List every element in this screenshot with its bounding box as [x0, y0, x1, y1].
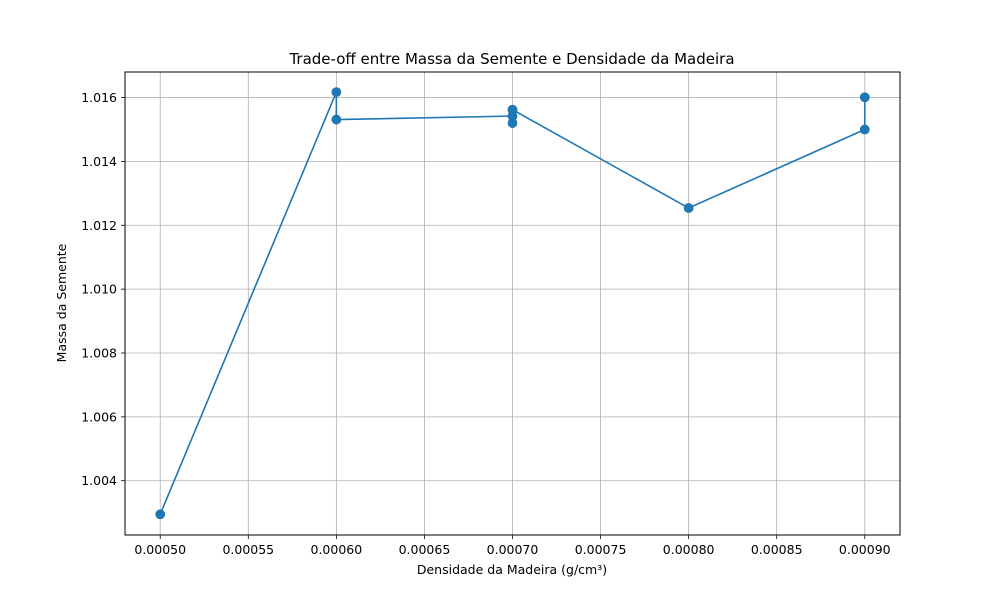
grid-lines — [125, 72, 900, 535]
y-tick-label: 1.004 — [81, 473, 117, 488]
y-tick-label: 1.006 — [81, 409, 117, 424]
y-axis-ticks: 1.004 1.006 1.008 1.010 1.012 1.014 1.016 — [81, 90, 125, 488]
x-tick-label: 0.00065 — [399, 542, 451, 557]
data-point-marker — [859, 92, 870, 103]
x-axis-label: Densidade da Madeira (g/cm³) — [417, 562, 607, 577]
x-tick-label: 0.00060 — [311, 542, 363, 557]
y-tick-label: 1.010 — [81, 282, 117, 297]
data-point-marker — [155, 509, 166, 520]
data-point-marker — [507, 104, 518, 115]
data-point-marker — [507, 118, 518, 128]
y-axis-label: Massa da Semente — [54, 243, 69, 362]
y-tick-label: 1.008 — [81, 345, 117, 360]
data-point-marker — [859, 124, 870, 135]
data-series — [155, 87, 870, 520]
y-tick-label: 1.012 — [81, 218, 117, 233]
data-point-marker — [683, 203, 694, 213]
data-point-marker — [331, 114, 342, 125]
x-tick-label: 0.00090 — [839, 542, 891, 557]
data-point-marker — [331, 87, 342, 98]
y-tick-label: 1.016 — [81, 90, 117, 105]
x-tick-label: 0.00055 — [222, 542, 274, 557]
x-tick-label: 0.00085 — [751, 542, 803, 557]
x-tick-label: 0.00050 — [134, 542, 186, 557]
y-tick-label: 1.014 — [81, 154, 117, 169]
x-tick-label: 0.00070 — [487, 542, 539, 557]
x-axis-ticks: 0.00050 0.00055 0.00060 0.00065 0.00070 0.000… — [134, 535, 891, 557]
x-tick-label: 0.00080 — [663, 542, 715, 557]
chart-title: Trade-off entre Massa da Semente e Densi… — [288, 50, 734, 68]
x-tick-label: 0.00075 — [575, 542, 627, 557]
